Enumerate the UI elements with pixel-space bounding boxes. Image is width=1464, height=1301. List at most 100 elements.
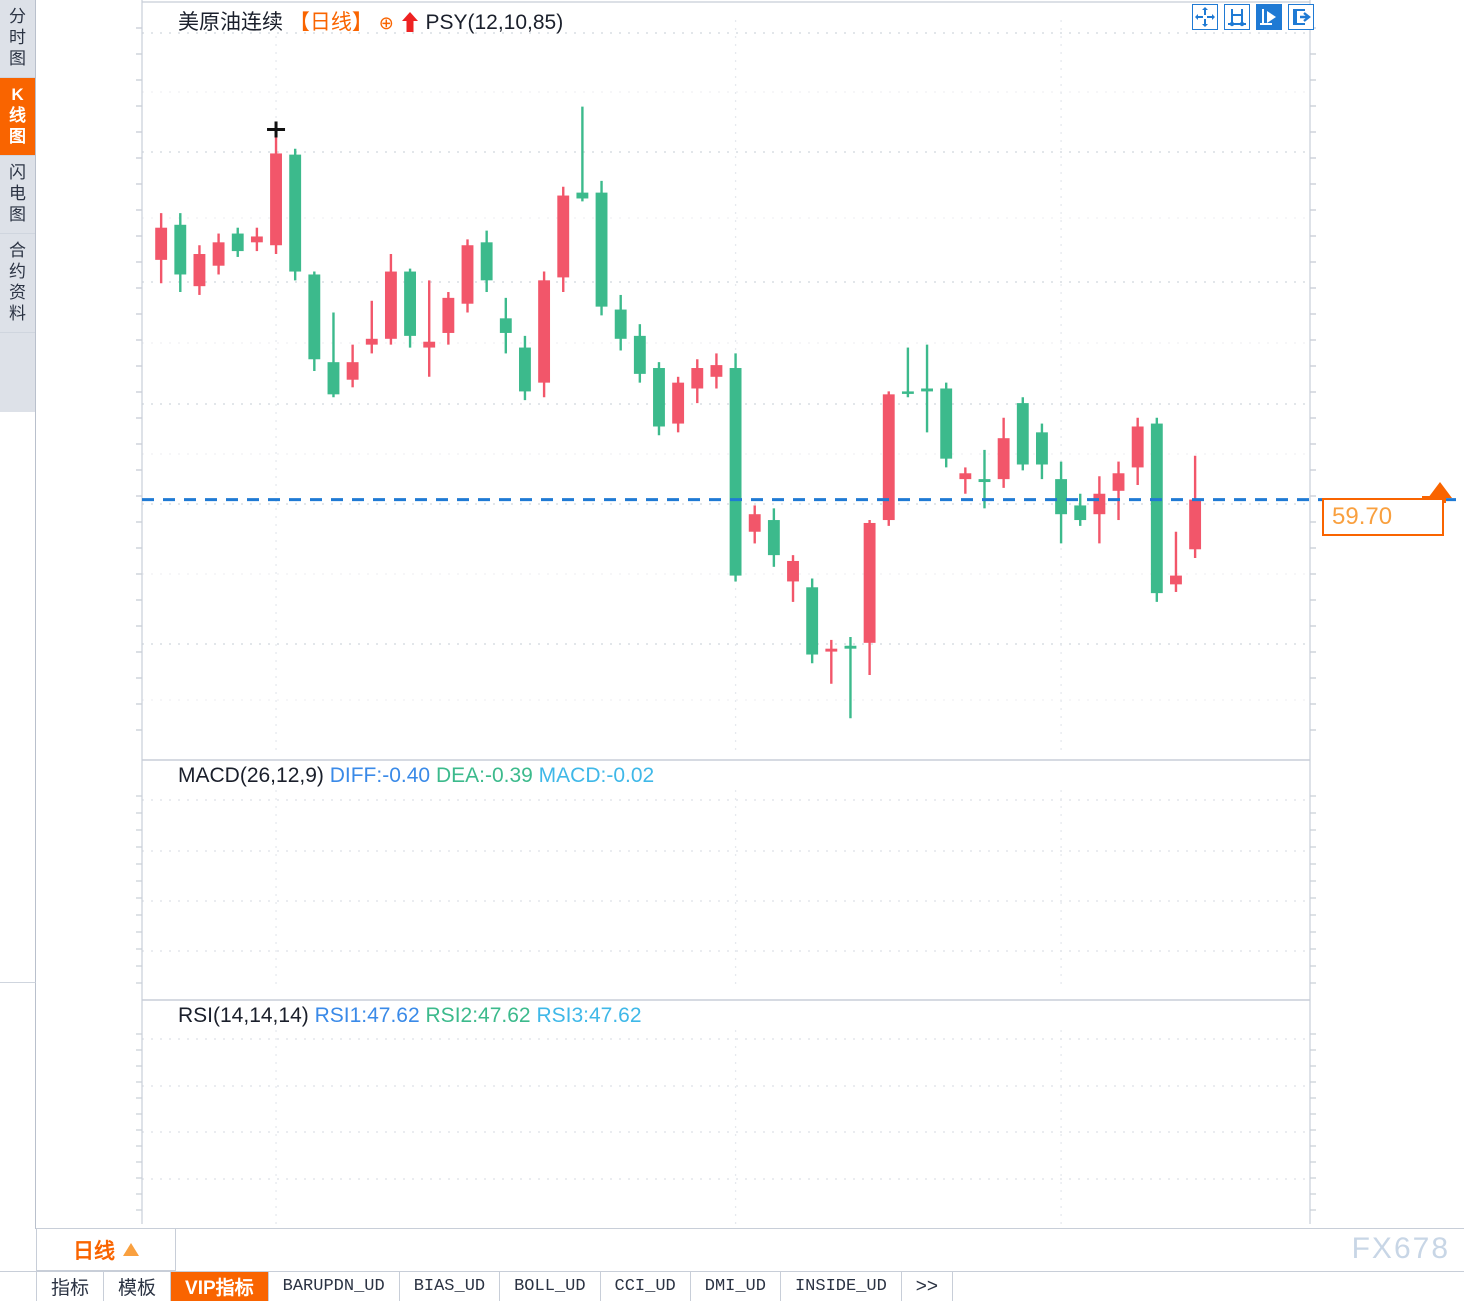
chart-canvas[interactable] — [36, 0, 1464, 1228]
candle-body — [767, 520, 780, 556]
candle-body — [921, 388, 933, 392]
current-price-marker[interactable]: 59.70 — [1322, 498, 1444, 536]
candle-body — [863, 522, 876, 643]
sidebar-label-char: 分 — [9, 7, 26, 26]
barupdn-ud-button[interactable]: BARUPDN_UD — [269, 1272, 400, 1301]
template-button[interactable]: 模板 — [104, 1272, 172, 1301]
sidebar-label-char: 资 — [9, 283, 26, 302]
candle-body — [289, 154, 302, 272]
macd-dea-value: DEA:-0.39 — [435, 764, 533, 787]
symbol-name: 美原油连续 — [178, 11, 283, 34]
candle-body — [825, 648, 838, 652]
candle-body — [250, 236, 263, 243]
candle-body — [940, 388, 953, 459]
psy-indicator-label: PSY(12,10,85) — [425, 11, 564, 34]
up-arrow-icon — [401, 12, 418, 32]
rsi1-value: RSI1:47.62 — [314, 1004, 420, 1027]
candle-body — [519, 347, 531, 392]
candle-body — [748, 514, 761, 532]
candle-body — [1150, 423, 1163, 594]
macd-diff-value: DIFF:-0.40 — [329, 764, 431, 787]
watermark: FX678 — [1351, 1232, 1450, 1265]
sidebar-item-lightning[interactable]: 闪 电 图 — [0, 156, 35, 234]
candle-body — [1035, 432, 1048, 465]
candlestick-series — [155, 106, 1202, 719]
candle-body — [1016, 403, 1029, 465]
chart-area — [36, 0, 1464, 1228]
candle-body — [978, 479, 991, 483]
dmi-ud-button[interactable]: DMI_UD — [691, 1272, 781, 1301]
sidebar-label-char: 时 — [9, 28, 26, 47]
sidebar-item-timeline[interactable]: 分 时 图 — [0, 0, 35, 78]
candle-body — [461, 245, 474, 304]
expand-right-icon[interactable] — [1288, 4, 1314, 30]
candle-body — [729, 368, 742, 576]
candle-body — [1131, 426, 1144, 468]
candle-body — [1055, 479, 1068, 515]
candle-body — [365, 338, 378, 345]
candle-body — [959, 473, 972, 480]
cci-ud-button[interactable]: CCI_UD — [601, 1272, 691, 1301]
rsi-title-label: RSI(14,14,14) — [178, 1004, 309, 1027]
bias-ud-button[interactable]: BIAS_UD — [400, 1272, 501, 1301]
candle-body — [672, 382, 685, 424]
crosshair-target-icon[interactable]: ⊕ — [378, 13, 394, 33]
toolbar-spacer — [0, 1272, 37, 1301]
playback-icon[interactable] — [1256, 4, 1282, 30]
period-tab-arrow-icon — [123, 1243, 139, 1256]
candle-body — [557, 195, 570, 278]
sidebar-item-kline[interactable]: K 线 图 — [0, 78, 35, 156]
candle-body — [308, 274, 321, 360]
candle-body — [633, 335, 646, 374]
candle-body — [423, 341, 436, 348]
period-tab-label: 日线 — [73, 1239, 115, 1263]
inside-ud-button[interactable]: INSIDE_UD — [781, 1272, 902, 1301]
sidebar-label-char: 图 — [9, 127, 26, 146]
candle-body — [882, 394, 895, 521]
crosshair-move-icon[interactable] — [1192, 4, 1218, 30]
vip-indicator-button[interactable]: VIP指标 — [171, 1272, 269, 1301]
candle-body — [1074, 505, 1087, 521]
sidebar-item-contract-info[interactable]: 合 约 资 料 — [0, 234, 35, 333]
candle-body — [231, 233, 244, 252]
sidebar-label-char: K — [11, 85, 24, 104]
candle-body — [174, 224, 187, 275]
candle-body — [404, 271, 417, 336]
candle-body — [480, 242, 493, 281]
measure-icon[interactable] — [1224, 4, 1250, 30]
candle-body — [327, 362, 340, 395]
candle-body — [595, 192, 608, 307]
period-tab[interactable]: 日线 — [36, 1229, 176, 1271]
date-axis — [36, 1228, 1464, 1275]
sidebar-blank-area — [0, 412, 36, 982]
sidebar-label-char: 闪 — [9, 163, 26, 182]
period-label: 【日线】 — [288, 11, 373, 34]
rsi2-value: RSI2:47.62 — [425, 1004, 531, 1027]
macd-panel-title: MACD(26,12,9) DIFF:-0.40 DEA:-0.39 MACD:… — [178, 764, 654, 788]
sidebar-label-char: 料 — [9, 304, 26, 323]
candle-body — [499, 318, 512, 333]
indicator-button[interactable]: 指标 — [37, 1272, 105, 1301]
candle-body — [576, 192, 589, 199]
candle-body — [787, 560, 799, 582]
sidebar-label-char: 线 — [9, 106, 26, 125]
candle-body — [1170, 575, 1182, 585]
sidebar-label-char: 合 — [9, 241, 26, 260]
sidebar-label-char: 图 — [9, 205, 26, 224]
candle-body — [806, 587, 819, 655]
more-indicators-button[interactable]: >> — [902, 1272, 953, 1301]
candle-body — [1189, 499, 1202, 550]
boll-ud-button[interactable]: BOLL_UD — [500, 1272, 601, 1301]
candle-body — [155, 227, 168, 260]
macd-hist-value: MACD:-0.02 — [538, 764, 655, 787]
candle-body — [901, 391, 914, 394]
candle-body — [442, 297, 455, 333]
candle-body — [1112, 473, 1125, 491]
candle-body — [997, 438, 1010, 480]
price-marker-arrow-icon — [1428, 482, 1452, 498]
macd-title-label: MACD(26,12,9) — [178, 764, 324, 787]
sidebar-label-char: 约 — [9, 262, 26, 281]
candle-body — [384, 271, 397, 339]
candle-body — [710, 365, 723, 377]
